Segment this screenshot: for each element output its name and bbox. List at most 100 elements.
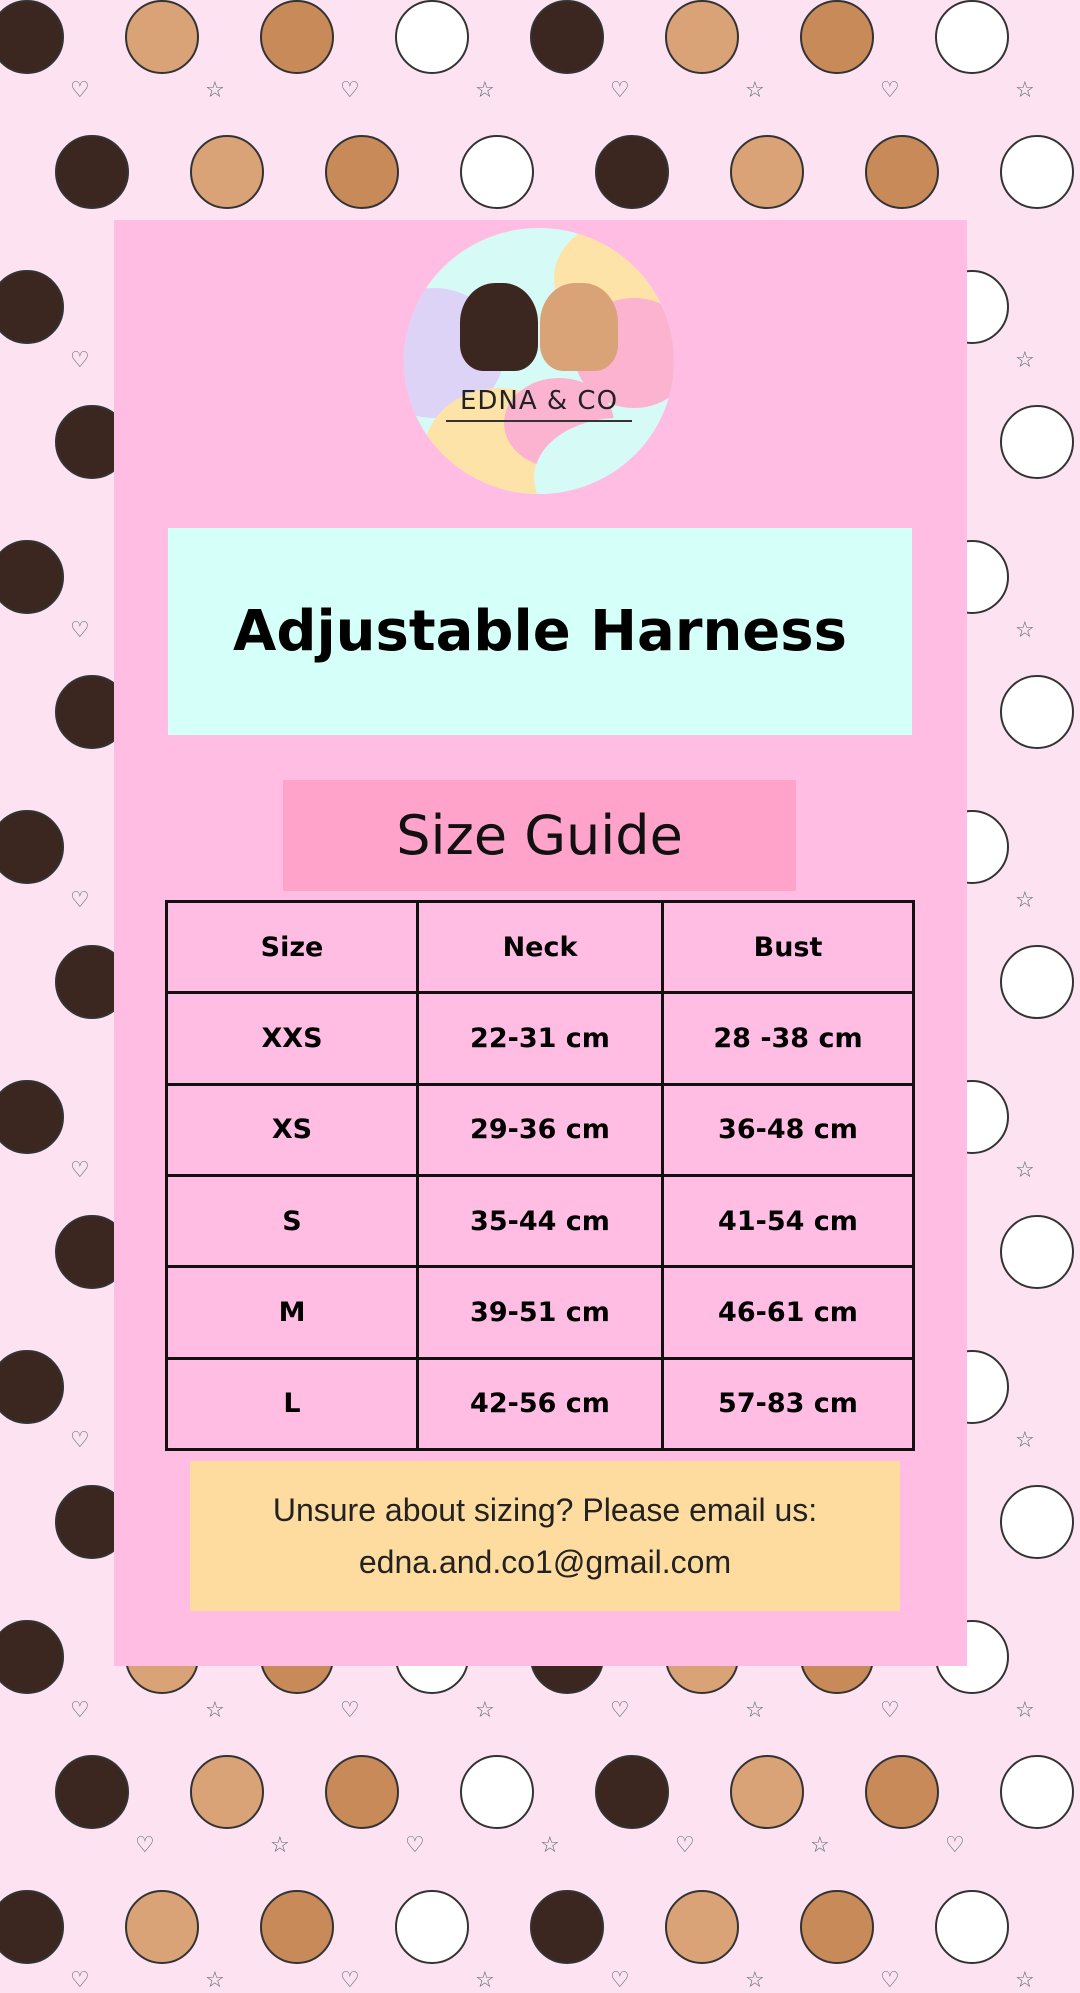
star-icon: ☆ <box>1015 1698 1035 1723</box>
bird-icon <box>1000 135 1074 209</box>
star-icon: ☆ <box>475 1698 495 1723</box>
page-subtitle: Size Guide <box>396 803 683 867</box>
table-row: XS 29-36 cm 36-48 cm <box>165 1082 915 1177</box>
header-bust: Bust <box>661 899 915 995</box>
cat-icon <box>0 0 64 74</box>
heart-icon: ♡ <box>610 78 630 103</box>
star-icon: ☆ <box>475 1968 495 1993</box>
chicken-icon <box>800 0 874 74</box>
cell-size: L <box>165 1356 419 1452</box>
cell-bust: 46-61 cm <box>661 1265 915 1360</box>
star-icon: ☆ <box>205 1968 225 1993</box>
star-icon: ☆ <box>1015 1428 1035 1453</box>
size-table: Size Neck Bust XXS 22-31 cm 28 -38 cm XS 29… <box>165 899 915 1452</box>
chicken-icon <box>260 0 334 74</box>
cell-bust: 41-54 cm <box>661 1173 915 1269</box>
heart-icon: ♡ <box>340 78 360 103</box>
chicken-icon <box>325 135 399 209</box>
bird-icon <box>1000 1215 1074 1289</box>
dog-icon <box>730 135 804 209</box>
heart-icon: ♡ <box>610 1698 630 1723</box>
heart-icon: ♡ <box>70 348 90 373</box>
bird-icon <box>1000 1485 1074 1559</box>
cat-icon <box>0 810 64 884</box>
star-icon: ☆ <box>205 78 225 103</box>
cell-neck: 29-36 cm <box>416 1082 664 1177</box>
table-header-row: Size Neck Bust <box>165 899 915 995</box>
star-icon: ☆ <box>1015 78 1035 103</box>
star-icon: ☆ <box>745 1968 765 1993</box>
star-icon: ☆ <box>745 78 765 103</box>
dog-icon <box>190 1755 264 1829</box>
subtitle-banner: Size Guide <box>283 780 796 891</box>
cat-icon <box>530 1890 604 1964</box>
heart-icon: ♡ <box>405 1833 425 1858</box>
bird-icon <box>1000 405 1074 479</box>
heart-icon: ♡ <box>70 1968 90 1993</box>
table-row: L 42-56 cm 57-83 cm <box>165 1356 915 1452</box>
cat-icon <box>55 135 129 209</box>
star-icon: ☆ <box>810 1833 830 1858</box>
cell-neck: 42-56 cm <box>416 1356 664 1452</box>
star-icon: ☆ <box>745 1698 765 1723</box>
dog-icon <box>665 1890 739 1964</box>
chicken-icon <box>865 135 939 209</box>
table-row: S 35-44 cm 41-54 cm <box>165 1173 915 1269</box>
cat-icon <box>530 0 604 74</box>
dog-icon <box>125 0 199 74</box>
cell-bust: 36-48 cm <box>661 1082 915 1177</box>
bird-icon <box>460 1755 534 1829</box>
star-icon: ☆ <box>1015 348 1035 373</box>
cell-neck: 22-31 cm <box>416 991 664 1086</box>
heart-icon: ♡ <box>340 1968 360 1993</box>
heart-icon: ♡ <box>70 618 90 643</box>
cell-size: M <box>165 1265 419 1360</box>
cat-icon <box>0 1350 64 1424</box>
heart-icon: ♡ <box>70 1698 90 1723</box>
bird-icon <box>935 0 1009 74</box>
contact-banner: Unsure about sizing? Please email us: ed… <box>190 1461 900 1611</box>
cell-size: XS <box>165 1082 419 1177</box>
dog-icon <box>730 1755 804 1829</box>
star-icon: ☆ <box>1015 1158 1035 1183</box>
chicken-icon <box>325 1755 399 1829</box>
dog-icon <box>190 135 264 209</box>
bird-icon <box>395 1890 469 1964</box>
star-icon: ☆ <box>1015 1968 1035 1993</box>
chicken-icon <box>865 1755 939 1829</box>
star-icon: ☆ <box>475 78 495 103</box>
logo-divider <box>446 420 632 422</box>
cell-bust: 57-83 cm <box>661 1356 915 1452</box>
cell-neck: 39-51 cm <box>416 1265 664 1360</box>
chicken-icon <box>260 1890 334 1964</box>
table-row: XXS 22-31 cm 28 -38 cm <box>165 991 915 1086</box>
cell-size: S <box>165 1173 419 1269</box>
dog-icon <box>540 283 618 371</box>
cat-icon <box>0 1890 64 1964</box>
header-neck: Neck <box>416 899 664 995</box>
heart-icon: ♡ <box>70 1428 90 1453</box>
cat-icon <box>0 540 64 614</box>
contact-email[interactable]: edna.and.co1@gmail.com <box>358 1544 732 1580</box>
cat-icon <box>0 1080 64 1154</box>
bird-icon <box>1000 675 1074 749</box>
bird-icon <box>1000 1755 1074 1829</box>
cat-icon <box>55 1755 129 1829</box>
cat-icon <box>460 283 538 371</box>
heart-icon: ♡ <box>880 1968 900 1993</box>
heart-icon: ♡ <box>135 1833 155 1858</box>
heart-icon: ♡ <box>70 888 90 913</box>
star-icon: ☆ <box>205 1698 225 1723</box>
heart-icon: ♡ <box>880 78 900 103</box>
dog-icon <box>665 0 739 74</box>
cell-bust: 28 -38 cm <box>661 991 915 1086</box>
heart-icon: ♡ <box>610 1968 630 1993</box>
star-icon: ☆ <box>540 1833 560 1858</box>
heart-icon: ♡ <box>880 1698 900 1723</box>
page-title: Adjustable Harness <box>233 598 847 664</box>
heart-icon: ♡ <box>70 78 90 103</box>
brand-logo: EDNA & CO <box>404 228 674 494</box>
heart-icon: ♡ <box>675 1833 695 1858</box>
heart-icon: ♡ <box>70 1158 90 1183</box>
bird-icon <box>460 135 534 209</box>
